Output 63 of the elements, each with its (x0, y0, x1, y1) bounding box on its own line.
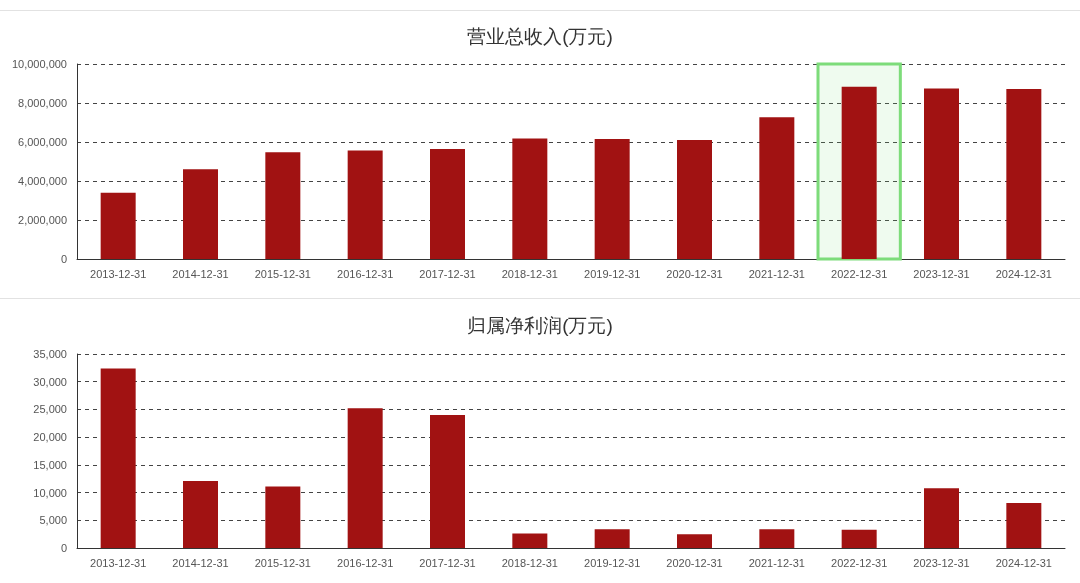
x-tick-label: 2014-12-31 (172, 267, 229, 280)
bar (759, 529, 795, 548)
x-tick-label: 2022-12-31 (831, 267, 888, 280)
y-tick-label: 0 (60, 253, 67, 265)
x-tick-label: 2020-12-31 (666, 267, 723, 280)
x-tick-label: 2019-12-31 (584, 267, 641, 280)
chart-title: 营业总收入(万元) (467, 26, 613, 47)
x-tick-label: 2013-12-31 (90, 556, 147, 569)
x-tick-label: 2017-12-31 (419, 267, 476, 280)
x-tick-label: 2021-12-31 (748, 556, 805, 569)
bar (841, 529, 877, 548)
x-tick-label: 2020-12-31 (666, 556, 723, 569)
y-tick-label: 30,000 (33, 375, 67, 388)
bar (347, 150, 383, 259)
bar (183, 480, 218, 548)
x-tick-label: 2018-12-31 (501, 267, 558, 280)
bar (677, 140, 712, 259)
x-tick-label: 2015-12-31 (254, 556, 311, 569)
y-tick-label: 8,000,000 (18, 97, 67, 109)
x-tick-label: 2023-12-31 (913, 556, 970, 569)
x-tick-label: 2024-12-31 (995, 556, 1052, 569)
bar (265, 486, 301, 548)
y-tick-label: 4,000,000 (18, 175, 67, 187)
x-tick-label: 2017-12-31 (419, 556, 476, 569)
x-tick-label: 2024-12-31 (995, 267, 1052, 280)
x-tick-label: 2016-12-31 (337, 267, 394, 280)
y-tick-label: 10,000,000 (11, 58, 67, 70)
bar (594, 139, 630, 259)
x-tick-label: 2019-12-31 (584, 556, 641, 569)
x-tick-label: 2022-12-31 (831, 556, 888, 569)
x-tick-label: 2023-12-31 (913, 267, 970, 280)
bar (265, 152, 301, 259)
y-tick-label: 5,000 (39, 514, 67, 527)
x-tick-label: 2021-12-31 (748, 267, 805, 280)
bar (347, 408, 383, 548)
chart-title: 归属净利润(万元) (467, 315, 613, 336)
bar (512, 533, 548, 548)
x-tick-label: 2015-12-31 (254, 267, 311, 280)
bar (924, 488, 959, 548)
y-tick-label: 0 (60, 542, 67, 554)
y-tick-label: 35,000 (33, 348, 67, 360)
bar (512, 138, 548, 259)
x-tick-label: 2016-12-31 (337, 556, 394, 569)
bar (100, 368, 136, 548)
bar (759, 117, 795, 259)
y-tick-label: 10,000 (33, 486, 67, 499)
y-tick-label: 20,000 (33, 431, 67, 444)
bar (594, 529, 630, 548)
y-tick-label: 6,000,000 (18, 136, 67, 148)
bar (430, 149, 465, 259)
bar (1006, 503, 1042, 548)
bar (924, 88, 959, 259)
x-tick-label: 2013-12-31 (90, 267, 147, 280)
y-tick-label: 2,000,000 (18, 214, 67, 226)
x-tick-label: 2018-12-31 (501, 556, 558, 569)
bar (1006, 88, 1042, 259)
y-tick-label: 15,000 (33, 458, 67, 471)
bar (183, 169, 218, 259)
y-tick-label: 25,000 (33, 403, 67, 416)
bar (100, 192, 136, 259)
x-tick-label: 2014-12-31 (172, 556, 229, 569)
bar (677, 534, 712, 548)
bar (430, 414, 465, 548)
